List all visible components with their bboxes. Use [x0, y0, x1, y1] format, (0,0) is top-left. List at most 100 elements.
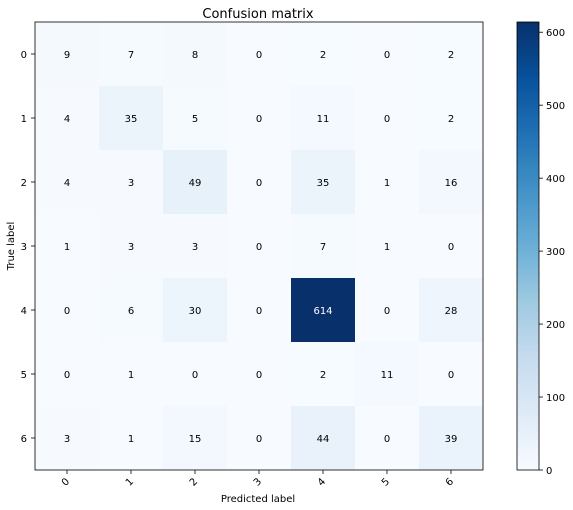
heatmap-cell [419, 150, 484, 215]
x-tick-label: 0 [60, 476, 72, 488]
heatmap-cell [291, 406, 356, 471]
cell-value-label: 6 [128, 306, 134, 317]
colorbar-tick-label: 400 [546, 174, 565, 185]
heatmap-cell [419, 22, 484, 87]
colorbar-ticks: 0 100 200 300 400 500 600 [539, 28, 565, 477]
cell-value-label: 0 [256, 434, 262, 445]
cell-value-label: 1 [384, 242, 390, 253]
y-ticks: 0 1 2 3 4 5 6 [21, 50, 35, 445]
x-tick-label: 5 [380, 476, 392, 488]
cell-value-label: 2 [320, 50, 326, 61]
heatmap-cell [163, 214, 228, 279]
cell-value-label: 4 [64, 114, 70, 125]
heatmap-cell [291, 150, 356, 215]
cell-value-label: 44 [317, 434, 330, 445]
heatmap-cell [227, 406, 292, 471]
cell-value-label: 39 [445, 434, 458, 445]
heatmap-cell [291, 22, 356, 87]
heatmap-cell [35, 86, 100, 151]
cell-value-label: 0 [192, 370, 198, 381]
heatmap-cell [99, 22, 164, 87]
heatmap-cell [35, 150, 100, 215]
heatmap-cell [227, 278, 292, 343]
heatmap-cell [35, 214, 100, 279]
heatmap-cell [355, 214, 420, 279]
y-tick-label: 2 [21, 178, 27, 189]
cell-value-label: 7 [128, 50, 134, 61]
cell-value-label: 28 [445, 306, 458, 317]
y-tick-label: 6 [21, 434, 27, 445]
colorbar-tick-label: 200 [546, 320, 565, 331]
x-tick-label: 3 [252, 476, 264, 488]
heatmap-cell [99, 86, 164, 151]
cell-value-label: 9 [64, 50, 70, 61]
heatmap-cell [35, 22, 100, 87]
heatmap-cell [291, 278, 356, 343]
heatmap-cell [35, 406, 100, 471]
cell-value-label: 3 [64, 434, 70, 445]
y-tick-label: 1 [21, 114, 27, 125]
colorbar [516, 21, 540, 471]
x-tick-label: 4 [316, 476, 328, 488]
heatmap-cell [291, 214, 356, 279]
cell-value-label: 0 [256, 242, 262, 253]
x-tick-label: 2 [188, 476, 200, 488]
cell-value-label: 0 [256, 306, 262, 317]
heatmap-cell [419, 278, 484, 343]
heatmap-cell [163, 150, 228, 215]
heatmap-cell [227, 342, 292, 407]
cell-value-label: 3 [128, 242, 134, 253]
cell-value-label: 0 [256, 50, 262, 61]
x-axis-label: Predicted label [221, 494, 295, 505]
colorbar-tick-label: 0 [546, 466, 552, 477]
cell-value-label: 1 [128, 434, 134, 445]
cell-value-label: 0 [256, 114, 262, 125]
heatmap-cell [291, 342, 356, 407]
cell-value-label: 0 [64, 370, 70, 381]
heatmap-cell [355, 342, 420, 407]
y-tick-label: 3 [21, 242, 27, 253]
heatmap-cell [163, 22, 228, 87]
heatmap-cell [163, 278, 228, 343]
heatmap-cell [419, 214, 484, 279]
cell-value-label: 0 [256, 178, 262, 189]
heatmap-cell [227, 150, 292, 215]
cell-value-label: 7 [320, 242, 326, 253]
cell-value-label: 0 [64, 306, 70, 317]
cell-value-label: 0 [256, 370, 262, 381]
colorbar-tick-label: 600 [546, 28, 565, 39]
x-tick-label: 1 [124, 476, 136, 488]
y-axis-label: True label [6, 222, 17, 272]
cell-value-label: 15 [189, 434, 202, 445]
cell-value-label: 0 [448, 370, 454, 381]
heatmap-cell [99, 278, 164, 343]
cell-value-label: 11 [317, 114, 330, 125]
heatmap-cell [99, 214, 164, 279]
cell-value-label: 2 [448, 114, 454, 125]
heatmap-cell [99, 406, 164, 471]
colorbar-tick-label: 500 [546, 101, 565, 112]
cell-value-label: 3 [128, 178, 134, 189]
heatmap-cell [419, 342, 484, 407]
cell-value-label: 30 [189, 306, 202, 317]
y-tick-label: 0 [21, 50, 27, 61]
heatmap-cell [35, 278, 100, 343]
heatmap-cell [227, 86, 292, 151]
cell-value-label: 8 [192, 50, 198, 61]
cell-value-label: 4 [64, 178, 70, 189]
heatmap-cell [355, 278, 420, 343]
cell-value-label: 614 [313, 306, 332, 317]
heatmap-cells: 9 7 8 0 2 0 24 35 5 0 11 0 24 3 49 0 35 1 161 3 3 0 7 1 00 6 30 0 61… [35, 22, 484, 471]
x-ticks: 0 1 2 3 4 5 6 [60, 470, 456, 489]
cell-value-label: 11 [381, 370, 394, 381]
cell-value-label: 2 [448, 50, 454, 61]
heatmap-cell [99, 342, 164, 407]
heatmap-cell [355, 22, 420, 87]
cell-value-label: 16 [445, 178, 458, 189]
cell-value-label: 0 [384, 114, 390, 125]
cell-value-label: 49 [189, 178, 202, 189]
heatmap-cell [99, 150, 164, 215]
cell-value-label: 5 [192, 114, 198, 125]
heatmap-cell [163, 86, 228, 151]
heatmap-cell [355, 150, 420, 215]
